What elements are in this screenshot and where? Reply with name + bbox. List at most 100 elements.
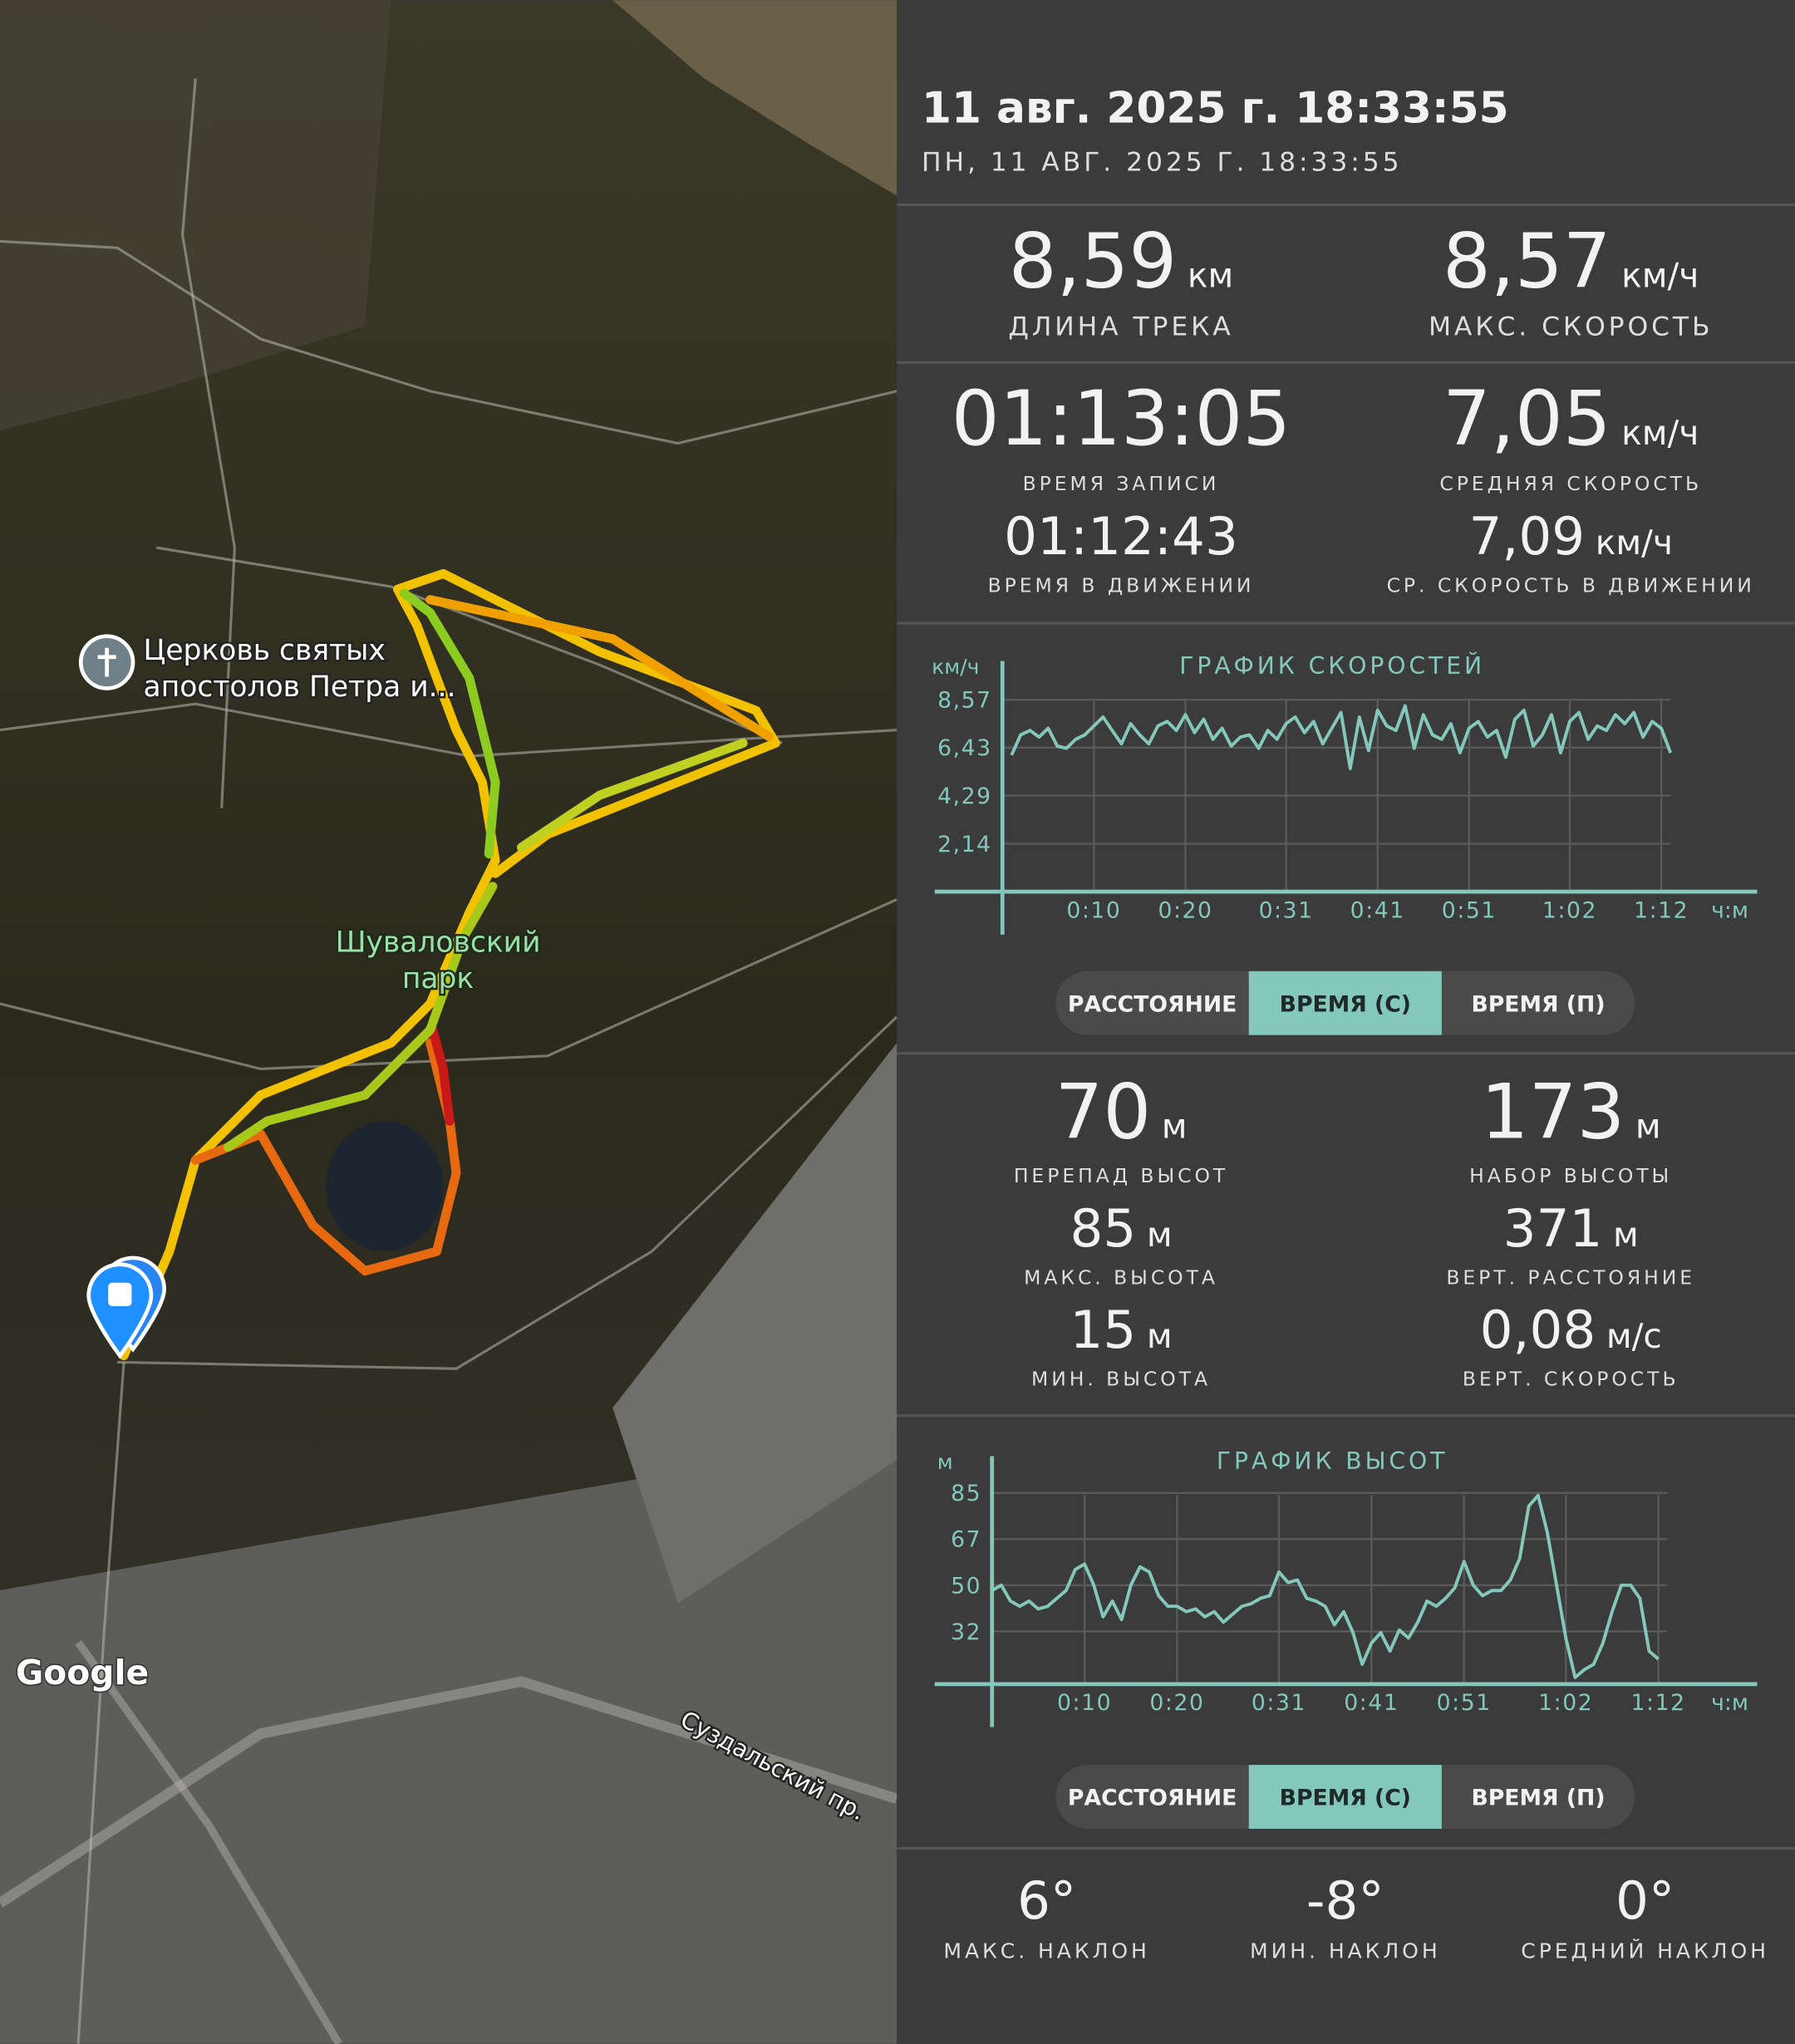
y-unit: км/ч (932, 655, 979, 679)
y-tick-label: 50 (951, 1573, 981, 1599)
y-tick-label: 8,57 (937, 688, 992, 714)
start-pin[interactable] (86, 1255, 167, 1359)
x-tick-label: 0:10 (1066, 898, 1121, 924)
data-line (1010, 704, 1673, 770)
y-tick-label: 6,43 (937, 735, 992, 761)
stat-number: 70 (1055, 1069, 1151, 1157)
buildings (612, 1043, 898, 1604)
x-tick-label: 1:12 (1634, 898, 1689, 924)
stat-value: 01:12:43 (1004, 506, 1238, 567)
road (117, 1015, 898, 1370)
y-tick-label: 85 (951, 1481, 981, 1506)
stat-label: МАКС. СКОРОСТЬ (1429, 312, 1714, 341)
stat-label: СР. СКОРОСТЬ В ДВИЖЕНИИ (1387, 573, 1755, 597)
road (76, 1362, 125, 2044)
track (119, 568, 780, 1361)
poi-label: Церковь святых (144, 634, 386, 667)
track-segment (428, 1024, 455, 1126)
stat-value: 70 м (1055, 1069, 1187, 1157)
x-tick-label: 0:41 (1344, 1690, 1399, 1716)
y-tick-label: 4,29 (937, 784, 992, 809)
track-segment (119, 568, 780, 1361)
track-segment (224, 882, 498, 1152)
stat-number: 6° (1017, 1870, 1076, 1931)
date-subtitle: ПН, 11 АВГ. 2025 Г. 18:33:55 (922, 148, 1402, 178)
park-label: Шуваловский (336, 926, 541, 959)
lake (326, 1121, 444, 1252)
stat-number: 01:12:43 (1004, 506, 1238, 567)
stat-value: 371 м (1503, 1198, 1639, 1259)
stat-value: 6° (1017, 1870, 1076, 1931)
stat-value: 01:13:05 (952, 376, 1291, 463)
stat-number: 0,08 (1480, 1300, 1596, 1360)
stat-label: МАКС. ВЫСОТА (1024, 1265, 1218, 1289)
toggle-selected[interactable] (1248, 1765, 1442, 1829)
stat-number: 01:13:05 (952, 376, 1291, 463)
x-unit: ч:м (1711, 898, 1748, 924)
dividers (897, 203, 1795, 1850)
x-tick-label: 0:51 (1442, 898, 1497, 924)
stat-label: СРЕДНИЙ НАКЛОН (1521, 1938, 1769, 1963)
toggle-button[interactable]: РАССТОЯНИЕ (1068, 991, 1237, 1017)
track-segment (190, 1038, 461, 1276)
church-marker[interactable]: Церковь святых апостолов Петра и... (78, 632, 458, 705)
x-tick-label: 0:20 (1149, 1690, 1204, 1716)
track-segment (399, 588, 500, 859)
stat-label: ВЕРТ. РАССТОЯНИЕ (1446, 1265, 1695, 1289)
stat-number: 371 (1503, 1198, 1603, 1259)
stat-value: 7,05 км/ч (1443, 376, 1699, 463)
stat-unit: м/с (1606, 1316, 1662, 1356)
stat-value: -8° (1306, 1870, 1384, 1931)
y-unit: м (937, 1450, 953, 1474)
toggle-button[interactable]: ВРЕМЯ (П) (1471, 1786, 1605, 1811)
stat-unit: км/ч (1621, 413, 1699, 453)
details-panel: 11 авг. 2025 г. 18:33:55 ПН, 11 АВГ. 202… (897, 0, 1795, 2044)
stat-number: 0° (1616, 1870, 1675, 1931)
stat-label: ВРЕМЯ В ДВИЖЕНИИ (988, 573, 1255, 597)
stat-unit: м (1147, 1316, 1173, 1356)
data-line (991, 1493, 1660, 1679)
stat-value: 85 м (1070, 1198, 1172, 1259)
road (181, 78, 236, 808)
toggle-button[interactable]: ВРЕМЯ (П) (1471, 991, 1605, 1017)
stat-number: 7,05 (1443, 376, 1611, 463)
stat-value: 173 м (1481, 1069, 1661, 1157)
stat-unit: м (1613, 1215, 1639, 1255)
x-tick-label: 0:31 (1259, 898, 1314, 924)
x-tick-label: 1:02 (1542, 898, 1597, 924)
x-tick-label: 0:41 (1350, 898, 1405, 924)
stat-value: 7,09 км/ч (1468, 506, 1672, 567)
x-tick-label: 0:20 (1158, 898, 1212, 924)
pin (86, 1262, 154, 1359)
field (612, 0, 898, 196)
toggle-button[interactable]: ВРЕМЯ (С) (1280, 1786, 1411, 1811)
stat-value: 8,57 км/ч (1443, 218, 1699, 305)
stat-value: 0° (1616, 1870, 1675, 1931)
highway (75, 1639, 342, 2044)
road (0, 239, 898, 445)
stat-label: НАБОР ВЫСОТЫ (1469, 1164, 1672, 1187)
toggle-button[interactable]: ВРЕМЯ (С) (1280, 991, 1411, 1017)
stat-label: ВРЕМЯ ЗАПИСИ (1023, 472, 1220, 495)
stat-unit: м (1635, 1107, 1661, 1147)
pin-icon (108, 1282, 132, 1306)
toggle-button[interactable]: РАССТОЯНИЕ (1068, 1786, 1237, 1811)
poi-label: апостолов Петра и... (144, 671, 456, 704)
track-segment (425, 595, 774, 741)
poi-cross (97, 647, 116, 677)
map: Церковь святых апостолов Петра и... Шува… (0, 0, 899, 2044)
stat-unit: км/ч (1596, 523, 1673, 563)
stat-value: 0,08 м/с (1480, 1300, 1662, 1360)
stat-unit: км (1188, 255, 1233, 295)
stat-label: ПЕРЕПАД ВЫСОТ (1014, 1164, 1228, 1187)
x-unit: ч:м (1711, 1690, 1748, 1716)
stat-number: 173 (1481, 1069, 1625, 1157)
stat-unit: км/ч (1621, 255, 1699, 295)
x-tick-label: 1:02 (1538, 1690, 1593, 1716)
date-title: 11 авг. 2025 г. 18:33:55 (922, 84, 1509, 134)
chart-title: ГРАФИК ВЫСОТ (1217, 1447, 1448, 1475)
x-tick-label: 1:12 (1631, 1690, 1686, 1716)
toggle-selected[interactable] (1248, 970, 1442, 1035)
